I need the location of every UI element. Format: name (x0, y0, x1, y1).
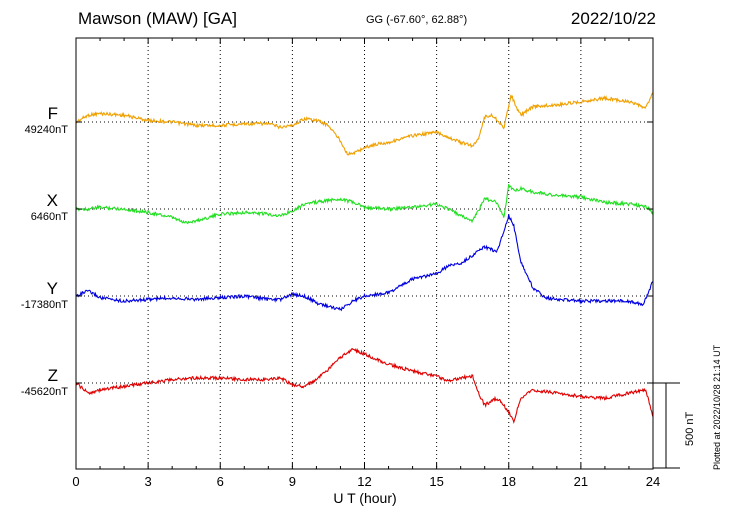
x-tick-label: 15 (429, 474, 443, 489)
component-label-x: X 6460nT (8, 191, 68, 223)
x-tick-label: 6 (217, 474, 224, 489)
date-label: 2022/10/22 (570, 9, 656, 28)
component-label-y: Y -17380nT (8, 279, 68, 311)
component-letter: Z (47, 366, 58, 385)
component-label-f: F 49240nT (8, 104, 68, 136)
x-tick-label: 24 (646, 474, 660, 489)
component-baseline: 6460nT (30, 211, 68, 223)
component-label-z: Z -45620nT (8, 366, 68, 398)
plotted-timestamp: Plotted at 2022/10/28 21:14 UT (712, 344, 722, 470)
component-baseline: -45620nT (20, 386, 68, 398)
x-tick-label: 9 (289, 474, 296, 489)
component-letter: F (47, 104, 58, 123)
component-letter: X (46, 191, 58, 210)
series-line-z (75, 347, 654, 425)
x-tick-label: 12 (357, 474, 371, 489)
series-line-x (75, 184, 654, 225)
x-tick-label: 18 (502, 474, 516, 489)
x-tick-label: 3 (145, 474, 152, 489)
coordinates-label: GG (-67.60°, 62.88°) (366, 14, 468, 26)
component-baseline: -17380nT (20, 299, 68, 311)
component-letter: Y (46, 279, 58, 298)
series-layer (75, 92, 654, 425)
series-line-y (75, 214, 654, 312)
scale-bar (653, 382, 680, 469)
scale-bar-label: 500 nT (684, 411, 696, 446)
x-tick-label: 21 (574, 474, 588, 489)
x-tick-label: 0 (72, 474, 79, 489)
series-line-f (75, 92, 654, 156)
grid-lines (76, 38, 653, 469)
x-axis-label: U T (hour) (333, 490, 397, 506)
station-title: Mawson (MAW) [GA] (78, 9, 237, 28)
x-axis-ticks: 0 3 6 9 12 15 18 21 24 (72, 38, 660, 489)
component-baseline: 49240nT (24, 124, 68, 136)
